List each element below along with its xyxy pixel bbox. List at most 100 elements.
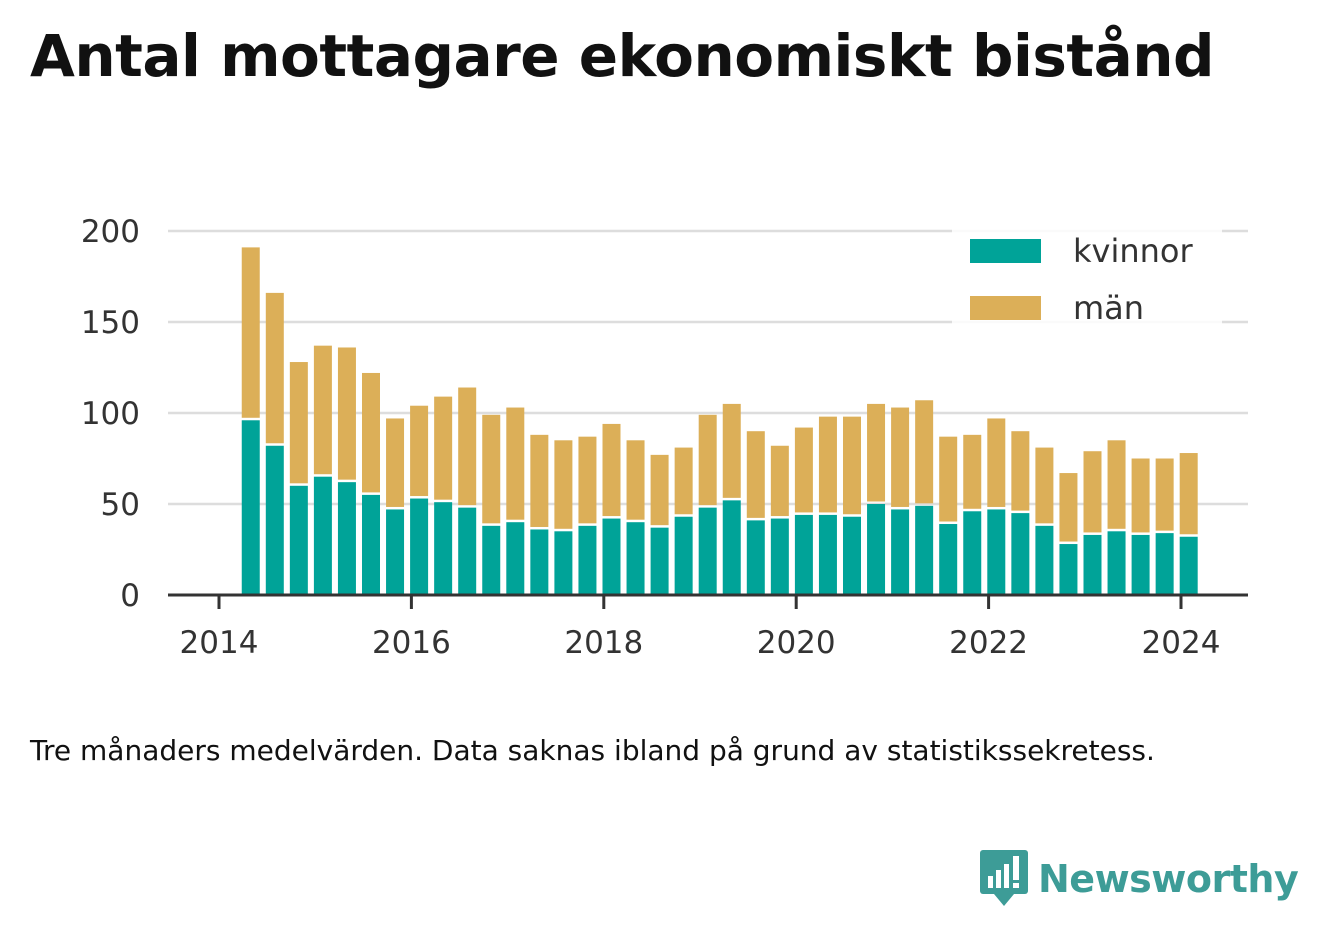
- newsworthy-logo-icon: [980, 850, 1028, 906]
- legend-swatch: [970, 296, 1041, 320]
- bar-man: [337, 347, 356, 480]
- bar-man: [313, 345, 332, 475]
- bar-kvinnor: [265, 445, 284, 595]
- bar-kvinnor: [482, 525, 501, 595]
- x-tick-label: 2020: [757, 625, 836, 661]
- bar-kvinnor: [770, 518, 789, 595]
- bar-kvinnor: [602, 518, 621, 595]
- bar-man: [482, 414, 501, 524]
- bar-kvinnor: [241, 420, 260, 595]
- bar-kvinnor: [289, 485, 308, 595]
- bar-man: [530, 434, 549, 527]
- bar-kvinnor: [1179, 536, 1198, 595]
- y-tick-label: 50: [101, 487, 140, 523]
- bar-man: [939, 436, 958, 522]
- bars-group: [241, 247, 1198, 595]
- bar-kvinnor: [1107, 531, 1126, 595]
- x-tick-label: 2024: [1142, 625, 1221, 661]
- bar-man: [1035, 447, 1054, 524]
- y-tick-label: 0: [120, 578, 140, 614]
- bar-man: [818, 416, 837, 513]
- bar-man: [506, 407, 525, 520]
- bar-kvinnor: [674, 516, 693, 595]
- bar-man: [1059, 473, 1078, 542]
- bar-man: [289, 362, 308, 484]
- bar-man: [794, 427, 813, 513]
- bar-kvinnor: [963, 511, 982, 595]
- bar-man: [770, 445, 789, 517]
- bar-man: [674, 447, 693, 515]
- bar-man: [650, 454, 669, 526]
- bar-kvinnor: [987, 509, 1006, 595]
- bar-kvinnor: [458, 507, 477, 595]
- bar-man: [915, 400, 934, 504]
- chart-title: Antal mottagare ekonomiskt bistånd: [30, 22, 1215, 90]
- bar-kvinnor: [794, 514, 813, 595]
- bar-man: [1011, 431, 1030, 511]
- bar-kvinnor: [626, 522, 645, 595]
- bar-kvinnor: [746, 520, 765, 595]
- bar-kvinnor: [939, 524, 958, 595]
- x-tick-label: 2022: [949, 625, 1028, 661]
- y-tick-label: 100: [81, 396, 140, 432]
- bar-man: [361, 372, 380, 493]
- x-tick-label: 2014: [180, 625, 259, 661]
- bar-man: [578, 436, 597, 524]
- bar-man: [722, 403, 741, 498]
- axes-group: 0 50 100 150 200 2014 2016 2018 2020 2022 2024: [81, 214, 1248, 661]
- bar-man: [867, 403, 886, 502]
- bar-kvinnor: [578, 525, 597, 595]
- bar-man: [602, 423, 621, 517]
- legend: kvinnor män: [952, 226, 1222, 327]
- bar-kvinnor: [698, 507, 717, 595]
- bar-kvinnor: [434, 502, 453, 595]
- bar-kvinnor: [818, 514, 837, 595]
- bar-man: [626, 440, 645, 520]
- bar-kvinnor: [361, 494, 380, 595]
- bar-man: [241, 247, 260, 418]
- bar-man: [1155, 458, 1174, 531]
- bar-kvinnor: [1011, 513, 1030, 595]
- bar-man: [434, 396, 453, 500]
- bar-kvinnor: [650, 527, 669, 595]
- bar-kvinnor: [554, 531, 573, 595]
- bar-kvinnor: [337, 482, 356, 595]
- bar-kvinnor: [313, 476, 332, 595]
- bar-man: [1131, 458, 1150, 533]
- bar-kvinnor: [530, 529, 549, 595]
- bar-man: [698, 414, 717, 506]
- bar-man: [987, 418, 1006, 507]
- x-tick-label: 2018: [564, 625, 643, 661]
- bar-man: [265, 292, 284, 444]
- bar-kvinnor: [1083, 534, 1102, 595]
- bar-kvinnor: [722, 500, 741, 595]
- bar-kvinnor: [410, 498, 429, 595]
- footnote: Tre månaders medelvärden. Data saknas ib…: [30, 734, 1155, 767]
- bar-kvinnor: [386, 509, 405, 595]
- bar-kvinnor: [1155, 533, 1174, 595]
- bar-man: [842, 416, 861, 515]
- y-tick-label: 200: [81, 214, 140, 250]
- bar-kvinnor: [891, 509, 910, 595]
- bar-man: [1179, 453, 1198, 535]
- bar-man: [386, 418, 405, 507]
- y-tick-label: 150: [81, 305, 140, 341]
- brand-logo: Newsworthy: [980, 850, 1299, 908]
- bar-man: [1107, 440, 1126, 529]
- bar-man: [963, 434, 982, 509]
- bar-kvinnor: [842, 516, 861, 595]
- bar-man: [458, 387, 477, 506]
- bar-kvinnor: [1059, 544, 1078, 595]
- bar-man: [1083, 451, 1102, 533]
- brand-name: Newsworthy: [1038, 857, 1299, 901]
- legend-label: män: [1073, 289, 1144, 327]
- x-tick-label: 2016: [372, 625, 451, 661]
- bar-kvinnor: [506, 522, 525, 595]
- bar-kvinnor: [1035, 525, 1054, 595]
- bar-man: [891, 407, 910, 507]
- bar-kvinnor: [867, 504, 886, 595]
- bar-man: [410, 405, 429, 497]
- bar-man: [746, 431, 765, 518]
- bar-kvinnor: [1131, 534, 1150, 595]
